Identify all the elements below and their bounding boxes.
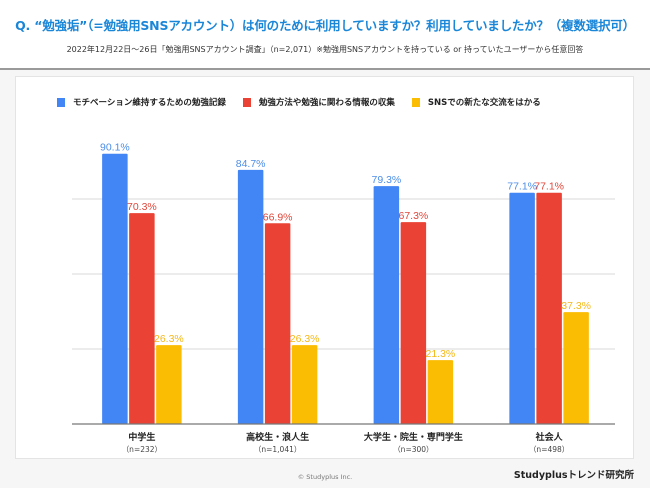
legend-swatch-red <box>242 97 251 107</box>
x-tick-sublabel: （n=232） <box>122 445 162 454</box>
bar <box>129 213 155 424</box>
data-label: 37.3% <box>561 300 591 312</box>
header: Q. “勉強垢”（=勉強用SNSアカウント）は何のために利用していますか？利用し… <box>0 0 650 70</box>
bar <box>536 192 562 424</box>
bar <box>156 345 182 424</box>
legend-item-new-exchange: SNSでの新たな交流をはかる <box>411 96 541 108</box>
chart-legend: モチベーション維持するための勉強記録 勉強方法や勉強に関わる情報の収集 SNSで… <box>57 96 558 108</box>
data-label: 66.9% <box>263 211 293 223</box>
legend-label: 勉強方法や勉強に関わる情報の収集 <box>258 98 395 108</box>
data-label: 26.3% <box>290 333 320 345</box>
legend-item-study-record: モチベーション維持するための勉強記録 <box>57 96 226 108</box>
x-tick-sublabel: （n=1,041） <box>254 445 302 454</box>
legend-item-info-collection: 勉強方法や勉強に関わる情報の収集 <box>242 96 395 108</box>
survey-subtitle: 2022年12月22日〜26日「勉強用SNSアカウント調査」（n=2,071）※… <box>66 45 584 54</box>
data-label: 67.3% <box>398 210 428 222</box>
data-label: 21.3% <box>425 348 455 360</box>
data-label: 79.3% <box>371 174 401 186</box>
x-tick-label: 高校生・浪人生 <box>246 431 309 443</box>
bar <box>400 222 427 424</box>
data-label: 26.3% <box>154 333 184 345</box>
bar <box>373 186 400 424</box>
bar <box>509 192 535 424</box>
x-tick-label: 社会人 <box>535 431 564 443</box>
x-tick-sublabel: （n=498） <box>529 445 569 454</box>
legend-label: SNSでの新たな交流をはかる <box>427 98 541 108</box>
x-tick-label: 大学生・院生・専門学生 <box>364 431 463 443</box>
brand-logo-text: Studyplusトレンド研究所 <box>513 470 634 481</box>
data-label: 84.7% <box>236 158 266 170</box>
page-title: Q. “勉強垢”（=勉強用SNSアカウント）は何のために利用していますか？利用し… <box>15 18 635 33</box>
bar <box>237 169 264 424</box>
bar <box>264 223 291 424</box>
bar <box>427 360 454 424</box>
legend-label: モチベーション維持するための勉強記録 <box>73 98 226 108</box>
bar <box>102 153 128 424</box>
legend-swatch-blue <box>57 97 65 107</box>
copyright: © Studyplus Inc. <box>297 473 353 481</box>
x-tick-sublabel: （n=300） <box>393 445 433 454</box>
data-label: 77.1% <box>534 181 564 193</box>
legend-swatch-yellow <box>411 97 420 107</box>
bar <box>563 312 589 424</box>
data-label: 77.1% <box>507 181 537 193</box>
data-label: 70.3% <box>127 201 157 213</box>
x-tick-label: 中学生 <box>128 431 155 443</box>
data-label: 90.1% <box>100 142 130 154</box>
bar <box>291 345 318 424</box>
